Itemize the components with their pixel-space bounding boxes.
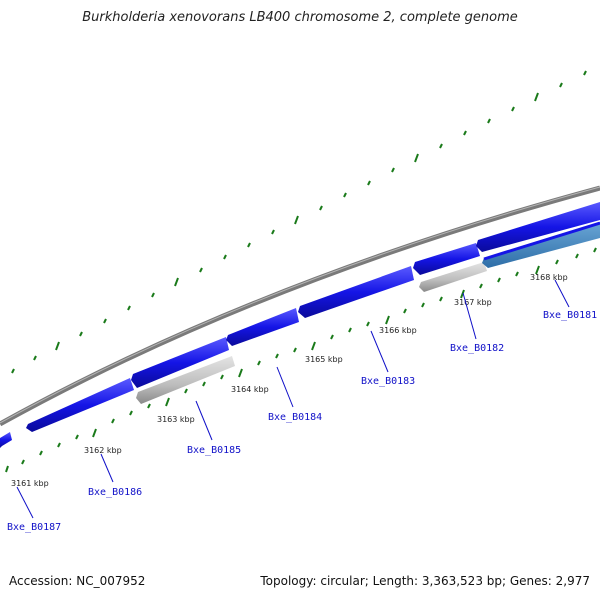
- gene-leader-lines: [16, 279, 570, 519]
- scale-label: 3166 kbp: [379, 326, 417, 335]
- cds-forward-track: [0, 202, 600, 448]
- cds-blue-stripe: [483, 221, 600, 261]
- gene-label[interactable]: Bxe_B0186: [88, 487, 142, 498]
- scale-label: 3163 kbp: [157, 415, 195, 424]
- backbone-highlight: [0, 186, 600, 424]
- cds-arrow[interactable]: [413, 243, 480, 275]
- scale-label: 3162 kbp: [84, 446, 122, 455]
- summary-text: Topology: circular; Length: 3,363,523 bp…: [260, 574, 590, 588]
- cds-gray-arrow[interactable]: [136, 356, 235, 404]
- accession-text: Accession: NC_007952: [9, 574, 146, 588]
- cds-arrow[interactable]: [131, 337, 229, 388]
- inner-tick-ring: [5, 247, 597, 473]
- cds-arrow[interactable]: [298, 266, 414, 318]
- map-title: Burkholderia xenovorans LB400 chromosome…: [82, 10, 518, 25]
- cds-arrow[interactable]: [476, 202, 600, 252]
- cds-arrow[interactable]: [0, 432, 12, 448]
- scale-label: 3168 kbp: [530, 273, 568, 282]
- backbone-outer: [0, 185, 600, 427]
- cds-arrow[interactable]: [226, 308, 299, 346]
- scale-label: 3167 kbp: [454, 298, 492, 307]
- scale-label: 3164 kbp: [231, 385, 269, 394]
- cds-gray-track: [136, 221, 600, 404]
- gene-label[interactable]: Bxe_B0181: [543, 310, 597, 321]
- gene-label[interactable]: Bxe_B0184: [268, 412, 322, 423]
- scale-label: 3161 kbp: [11, 479, 49, 488]
- gene-label[interactable]: Bxe_B0182: [450, 343, 504, 354]
- gene-label[interactable]: Bxe_B0183: [361, 376, 415, 387]
- gene-label[interactable]: Bxe_B0185: [187, 445, 241, 456]
- cds-arrow[interactable]: [26, 378, 134, 432]
- gene-label[interactable]: Bxe_B0187: [7, 522, 61, 533]
- gene-labels: Bxe_B0187 Bxe_B0186 Bxe_B0185 Bxe_B0184 …: [7, 310, 597, 533]
- scale-label: 3165 kbp: [305, 355, 343, 364]
- cds-gray-arrow[interactable]: [419, 262, 487, 292]
- outer-tick-ring: [11, 70, 587, 374]
- scale-labels: 3161 kbp 3162 kbp 3163 kbp 3164 kbp 3165…: [11, 273, 568, 488]
